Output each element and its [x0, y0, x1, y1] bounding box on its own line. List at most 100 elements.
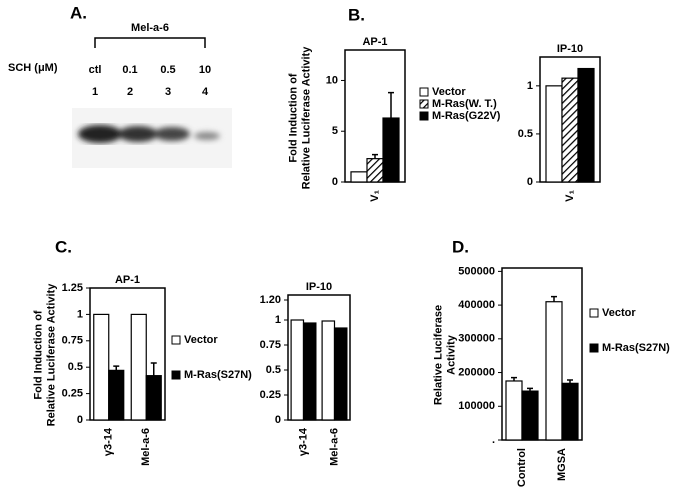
- y-axis-label: Fold Induction ofRelative Luciferase Act…: [32, 283, 57, 427]
- panel-label: D.: [452, 237, 469, 256]
- y-tick-label: 0: [527, 176, 533, 188]
- legend-label: Vector: [602, 307, 636, 319]
- y-tick-label: 1: [275, 314, 281, 326]
- bar: [366, 158, 384, 183]
- plot-frame: [287, 294, 351, 421]
- x-tick-label: Mel-a-6: [328, 428, 340, 466]
- error-bar: [113, 365, 120, 371]
- y-tick-label: 200000: [458, 366, 495, 378]
- error-bar: [527, 387, 533, 392]
- lane-number: 4: [202, 86, 209, 98]
- bar: [93, 313, 110, 421]
- y-tick-label: 0: [332, 176, 338, 188]
- y-tick-label: 0.75: [260, 339, 281, 351]
- legend-label: M-Ras(W. T.): [432, 98, 497, 110]
- y-tick-label: 1.20: [260, 294, 281, 306]
- legend-swatch: [419, 99, 429, 109]
- y-tick-label: 0.25: [260, 389, 281, 401]
- legend-swatch: [419, 111, 429, 121]
- bar: [545, 85, 563, 183]
- bar: [521, 390, 539, 441]
- legend-label: Vector: [432, 86, 466, 98]
- chart-title: IP-10: [306, 281, 332, 293]
- y-tick-label: 500000: [458, 265, 495, 277]
- legend-label: M-Ras(S27N): [184, 369, 252, 381]
- lane-label: ctl: [89, 64, 102, 76]
- bar: [350, 171, 368, 183]
- x-tick-label: γ3-14: [297, 427, 309, 456]
- error-bar: [150, 362, 157, 376]
- legend-swatch: [419, 87, 429, 97]
- chart-title: AP-1: [115, 274, 140, 286]
- bar: [545, 301, 563, 441]
- plot-frame: [501, 267, 583, 441]
- x-tick-label: γ3-14: [103, 427, 115, 456]
- y-tick-label: 0.75: [62, 335, 83, 347]
- chart-title: IP-10: [557, 43, 583, 55]
- bar: [145, 375, 162, 421]
- y-tick-label: 1: [77, 308, 83, 320]
- y-tick-label: 0.5: [518, 128, 533, 140]
- legend-swatch: [589, 343, 599, 353]
- legend-swatch: [171, 370, 181, 380]
- bar: [382, 117, 400, 183]
- plot-frame: [89, 287, 166, 421]
- y-tick-label: 0: [275, 414, 281, 426]
- legend-label: M-Ras(G22V): [432, 110, 501, 122]
- error-bar: [551, 295, 557, 302]
- chart-title: AP-1: [362, 36, 387, 48]
- x-tick-label: V₁: [564, 190, 576, 202]
- lane-number: 2: [127, 86, 133, 98]
- x-tick-label: Mel-a-6: [140, 428, 152, 466]
- y-tick-label: 0.25: [62, 388, 83, 400]
- legend-label: Vector: [184, 334, 218, 346]
- x-tick-label: Control: [516, 448, 528, 487]
- lane-number: 3: [165, 86, 171, 98]
- error-bar: [511, 376, 517, 381]
- bar: [290, 319, 305, 421]
- y-tick-label: 1.25: [62, 282, 83, 294]
- bar: [577, 67, 595, 183]
- panel-label: A.: [70, 3, 87, 22]
- legend-swatch: [589, 308, 599, 318]
- group-label: Mel-a-6: [131, 22, 169, 34]
- error-bar: [372, 153, 378, 159]
- blot-panel: A. Mel-a-6 SCH (μM): [8, 3, 232, 168]
- y-axis-label: Relative LuciferaseActivity: [432, 305, 457, 405]
- bar: [321, 320, 336, 421]
- legend-label: M-Ras(S27N): [602, 342, 670, 354]
- bar: [108, 369, 125, 421]
- x-tick-label: MGSA: [556, 448, 568, 481]
- lane-label: 0.5: [160, 64, 175, 76]
- bar: [561, 382, 579, 441]
- bar: [302, 322, 317, 421]
- y-tick-label: 100000: [458, 400, 495, 412]
- lane-label: 0.1: [122, 64, 137, 76]
- panel-label: C.: [55, 237, 72, 256]
- y-tick-label: 0: [77, 414, 83, 426]
- y-tick-label: 300000: [458, 333, 495, 345]
- y-tick-label: 1: [527, 80, 533, 92]
- lane-label: 10: [199, 64, 211, 76]
- bands: [78, 125, 220, 143]
- bar: [130, 313, 147, 421]
- y-tick-label: 0.5: [68, 361, 83, 373]
- y-tick-label: .: [492, 434, 495, 446]
- x-tick-label: V₁: [369, 190, 381, 202]
- bar: [333, 327, 348, 421]
- y-tick-label: 5: [332, 125, 338, 137]
- panel-label: B.: [348, 5, 365, 24]
- error-bar: [567, 379, 573, 384]
- y-axis-label: Fold Induction ofRelative Luciferase Act…: [287, 46, 312, 190]
- y-tick-label: 0.5: [266, 364, 281, 376]
- y-tick-label: 10: [326, 74, 338, 86]
- legend-swatch: [171, 335, 181, 345]
- bar: [561, 77, 579, 183]
- bracket: [94, 37, 206, 48]
- error-bar: [388, 91, 394, 119]
- y-tick-label: 400000: [458, 299, 495, 311]
- bar: [505, 380, 523, 441]
- axis-label: SCH (μM): [8, 62, 58, 74]
- lane-number: 1: [92, 86, 98, 98]
